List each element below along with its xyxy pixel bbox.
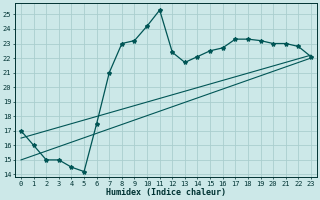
- X-axis label: Humidex (Indice chaleur): Humidex (Indice chaleur): [106, 188, 226, 197]
